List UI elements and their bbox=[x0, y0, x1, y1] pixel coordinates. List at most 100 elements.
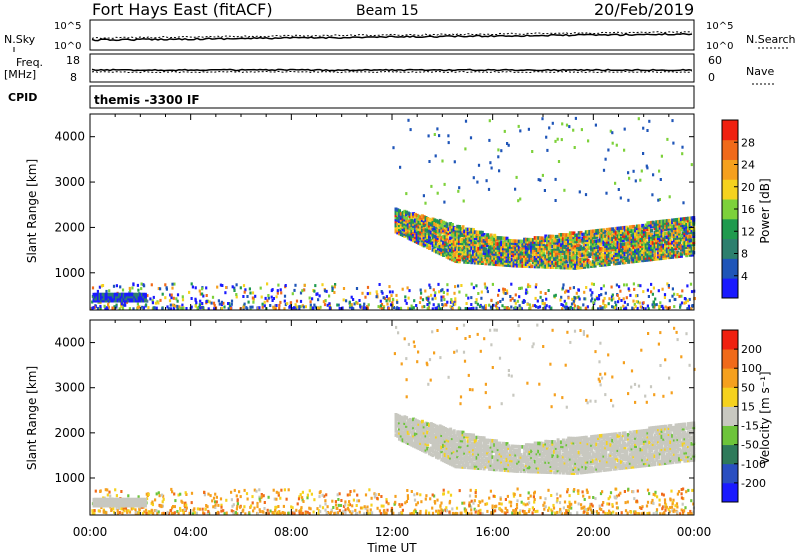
power-cell bbox=[658, 304, 661, 308]
velocity-cell bbox=[472, 437, 475, 442]
power-cell bbox=[509, 298, 512, 302]
velocity-cell bbox=[565, 448, 569, 453]
power-cell bbox=[503, 257, 507, 261]
velocity-cell bbox=[394, 425, 398, 429]
velocity-cell bbox=[565, 450, 569, 455]
power-cell bbox=[447, 247, 451, 252]
power-cell bbox=[655, 232, 659, 237]
velocity-cell bbox=[489, 459, 493, 463]
power-cell bbox=[662, 223, 666, 228]
velocity-cell bbox=[554, 444, 558, 448]
velocity-cell bbox=[457, 462, 461, 467]
power-cell bbox=[549, 255, 553, 259]
power-cell bbox=[510, 253, 514, 258]
power-cell bbox=[560, 243, 564, 247]
power-cell bbox=[503, 238, 507, 243]
velocity-cell bbox=[500, 468, 504, 472]
power-cell bbox=[165, 287, 168, 291]
power-cell bbox=[408, 218, 412, 223]
power-cell bbox=[415, 217, 419, 222]
power-cell bbox=[549, 240, 553, 245]
velocity-cell bbox=[560, 456, 564, 461]
power-cell bbox=[533, 258, 537, 263]
velocity-cell bbox=[403, 421, 407, 425]
velocity-cell bbox=[480, 452, 484, 456]
power-cell bbox=[492, 303, 495, 307]
power-cell bbox=[685, 231, 689, 235]
power-cell bbox=[574, 262, 578, 266]
velocity-cell bbox=[567, 454, 571, 459]
power-cell bbox=[590, 264, 594, 268]
power-cell bbox=[457, 237, 461, 241]
power-cell bbox=[526, 291, 529, 295]
power-cell bbox=[689, 282, 693, 286]
freq-frame bbox=[89, 53, 695, 83]
power-cell bbox=[526, 248, 530, 252]
velocity-cell bbox=[449, 437, 453, 442]
cpid-frame bbox=[89, 85, 695, 109]
power-cell bbox=[523, 237, 527, 242]
power-cell bbox=[407, 306, 410, 310]
velocity-cell bbox=[431, 423, 435, 427]
velocity-cell bbox=[394, 429, 398, 433]
power-cell bbox=[153, 306, 156, 310]
power-cell bbox=[614, 255, 618, 260]
power-cell bbox=[560, 247, 564, 251]
power-cell bbox=[496, 242, 500, 246]
power-cell bbox=[399, 224, 403, 228]
velocity-cell bbox=[479, 466, 483, 471]
power-cell bbox=[597, 241, 601, 245]
power-cell bbox=[473, 234, 477, 238]
power-cell bbox=[618, 228, 622, 233]
velocity-cell bbox=[456, 460, 460, 465]
velocity-cell bbox=[415, 439, 419, 444]
velocity-cell bbox=[498, 459, 502, 464]
velocity-cell bbox=[574, 467, 578, 471]
power-cell bbox=[576, 235, 579, 239]
velocity-cell bbox=[512, 448, 516, 453]
power-cell bbox=[207, 307, 210, 311]
power-cell bbox=[595, 239, 599, 243]
power-cell bbox=[688, 247, 692, 251]
power-cell bbox=[440, 223, 444, 228]
velocity-cell bbox=[459, 461, 463, 465]
power-cell bbox=[679, 217, 683, 222]
power-cell bbox=[431, 219, 435, 224]
power-cell bbox=[470, 307, 473, 310]
velocity-cell bbox=[535, 441, 539, 446]
power-cell bbox=[101, 284, 105, 287]
power-cell bbox=[431, 240, 435, 244]
power-cell bbox=[620, 226, 623, 230]
power-cell bbox=[503, 240, 507, 245]
power-cell bbox=[473, 246, 477, 251]
power-cell bbox=[583, 265, 586, 269]
power-cell bbox=[690, 251, 694, 255]
power-cell bbox=[611, 237, 615, 242]
power-cell bbox=[498, 248, 502, 253]
power-cell bbox=[456, 253, 460, 257]
velocity-cell bbox=[503, 444, 507, 448]
velocity-cell bbox=[477, 435, 481, 440]
power-cell bbox=[517, 255, 521, 260]
velocity-cell bbox=[533, 463, 537, 468]
power-cell bbox=[676, 234, 680, 238]
velocity-cell bbox=[436, 456, 440, 460]
power-cell bbox=[171, 282, 174, 286]
velocity-cell bbox=[531, 445, 535, 450]
power-cell bbox=[438, 233, 442, 237]
velocity-cell bbox=[398, 437, 401, 441]
velocity-cell bbox=[521, 467, 525, 471]
power-cell bbox=[491, 262, 495, 266]
velocity-cell bbox=[581, 452, 585, 456]
power-cell bbox=[468, 246, 472, 250]
velocity-cell bbox=[438, 426, 442, 430]
velocity-cell bbox=[523, 447, 527, 451]
velocity-cell bbox=[577, 462, 581, 467]
power-cell bbox=[665, 253, 669, 258]
power-cell bbox=[366, 285, 370, 289]
power-cell bbox=[572, 239, 576, 244]
power-cell bbox=[500, 240, 504, 244]
power-cell bbox=[465, 231, 468, 236]
power-cell bbox=[468, 256, 472, 260]
power-cell bbox=[408, 289, 411, 293]
